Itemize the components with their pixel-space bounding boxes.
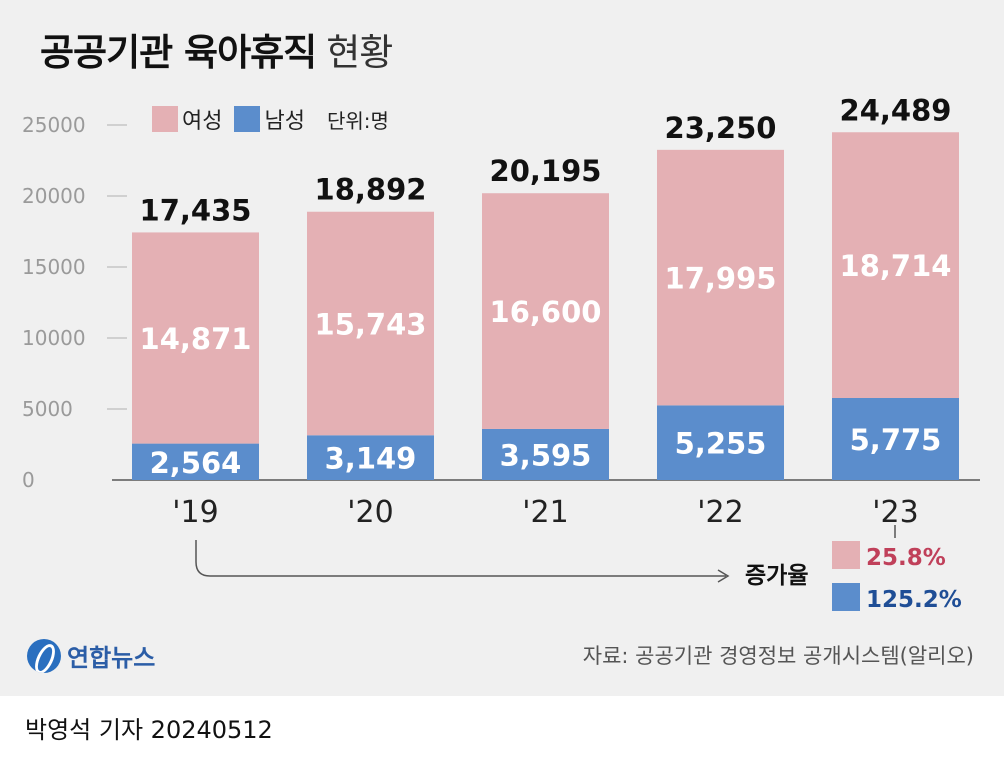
bar-female-label: 15,743 xyxy=(315,308,427,342)
growth-male-value: 125.2% xyxy=(866,587,962,613)
bar-male-label: 5,255 xyxy=(675,427,767,461)
yonhap-logo-icon xyxy=(27,638,61,673)
bar-female-label: 18,714 xyxy=(840,249,952,283)
bar-male-label: 2,564 xyxy=(150,446,242,480)
bar-total-label: 17,435 xyxy=(140,193,252,227)
bar-female-label: 17,995 xyxy=(665,262,777,296)
x-tick-label: '21 xyxy=(522,495,568,530)
arrow-head-icon xyxy=(717,569,730,583)
bar-male-label: 5,775 xyxy=(850,423,942,457)
bar-male xyxy=(832,397,959,480)
credit-name: 박영석 기자 xyxy=(25,716,144,744)
x-tick-label: '20 xyxy=(347,495,393,530)
logo: 연합뉴스 xyxy=(27,638,155,673)
legend-unit: 단위:명 xyxy=(326,108,389,133)
footer: 박영석 기자 20240512 xyxy=(0,696,1004,760)
bar-male xyxy=(132,443,259,480)
bar-male-label: 3,595 xyxy=(500,438,592,472)
source-note: 자료: 공공기관 경영정보 공개시스템(알리오) xyxy=(582,644,974,668)
y-tick-label: 0 xyxy=(22,468,35,492)
legend-female-label: 여성 xyxy=(182,109,223,134)
x-tick-label: '23 xyxy=(872,495,918,530)
chart-title: 공공기관 육아휴직 현황 xyxy=(40,22,393,76)
bar-female xyxy=(132,232,259,444)
legend-male-label: 남성 xyxy=(264,109,305,134)
bar-total-label: 18,892 xyxy=(315,173,427,207)
bar-male xyxy=(482,428,609,480)
bar-female xyxy=(832,132,959,398)
credit: 박영석 기자 20240512 xyxy=(25,710,273,745)
y-tick-label: 15000 xyxy=(22,255,86,279)
bar-male-label: 3,149 xyxy=(325,442,417,476)
x-tick-label: '19 xyxy=(172,495,218,530)
x-tick-label: '22 xyxy=(697,495,743,530)
title-sub: 현황 xyxy=(326,31,393,74)
growth-female-value: 25.8% xyxy=(866,545,946,571)
y-tick-label: 5000 xyxy=(22,397,73,421)
bar-female xyxy=(307,211,434,436)
bar-male xyxy=(657,405,784,480)
growth-arrow-line xyxy=(195,540,726,577)
y-tick-label: 10000 xyxy=(22,326,86,350)
legend-male-swatch xyxy=(234,106,261,132)
growth-female-swatch xyxy=(832,541,860,569)
bar-female-label: 14,871 xyxy=(140,322,252,356)
y-tick-label: 20000 xyxy=(22,184,86,208)
bar-male xyxy=(307,435,434,480)
bar-total-label: 24,489 xyxy=(840,93,952,127)
growth-label: 증가율 xyxy=(745,563,808,589)
credit-date: 20240512 xyxy=(150,716,273,744)
bar-total-label: 20,195 xyxy=(490,154,602,188)
bar-total-label: 23,250 xyxy=(665,111,777,145)
legend-female-swatch xyxy=(152,106,178,132)
title-main: 공공기관 육아휴직 xyxy=(40,31,317,74)
y-tick-label: 25000 xyxy=(22,113,86,137)
bar-female xyxy=(482,193,609,429)
bar-female xyxy=(657,149,784,406)
bar-female-label: 16,600 xyxy=(490,295,602,329)
logo-text: 연합뉴스 xyxy=(67,644,156,672)
chart-plot: 0 5000 10000 15000 20000 25000 2,564 14,871 17,4… xyxy=(22,93,980,613)
legend: 여성 남성 단위:명 xyxy=(152,103,389,135)
growth-male-swatch xyxy=(832,583,860,611)
